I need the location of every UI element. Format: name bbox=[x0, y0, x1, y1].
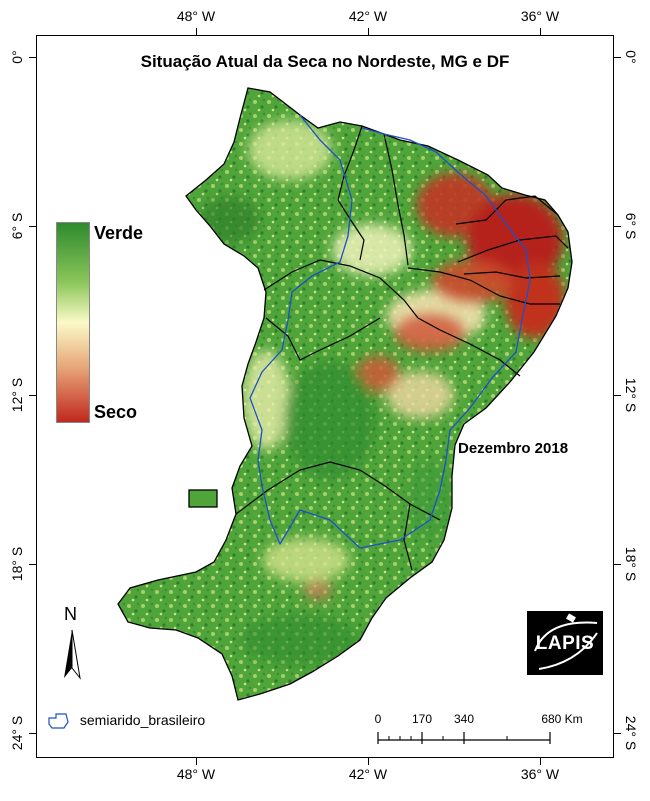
tick-left-0 bbox=[29, 57, 36, 58]
lon-label-bottom-42w: 42° W bbox=[348, 766, 388, 782]
semiarid-label: semiarido_brasileiro bbox=[79, 712, 206, 728]
scale-label-0: 0 bbox=[374, 712, 382, 726]
tick-bottom-36w bbox=[540, 758, 541, 765]
color-legend-bar bbox=[56, 222, 90, 423]
tick-left-6s bbox=[29, 226, 36, 227]
lon-label-top-48w: 48° W bbox=[176, 8, 216, 24]
map-frame bbox=[36, 35, 614, 758]
lon-label-top-42w: 42° W bbox=[348, 8, 388, 24]
semiarid-legend: semiarido_brasileiro bbox=[46, 712, 205, 730]
scale-label-340: 340 bbox=[453, 712, 475, 726]
scale-label-170: 170 bbox=[411, 712, 433, 726]
tick-right-18s bbox=[614, 564, 621, 565]
tick-right-6s bbox=[614, 226, 621, 227]
tick-left-12s bbox=[29, 395, 36, 396]
scale-bar: 0 170 340 680 Km bbox=[372, 712, 583, 752]
date-label: Dezembro 2018 bbox=[458, 440, 569, 457]
lon-label-top-36w: 36° W bbox=[520, 8, 560, 24]
tick-right-24s bbox=[614, 733, 621, 734]
scale-label-680: 680 Km bbox=[541, 712, 583, 726]
tick-top-36w bbox=[540, 28, 541, 35]
semiarid-swatch-icon bbox=[48, 713, 69, 729]
tick-top-42w bbox=[368, 28, 369, 35]
tick-bottom-42w bbox=[368, 758, 369, 765]
legend-label-verde: Verde bbox=[94, 223, 144, 243]
north-label: N bbox=[64, 604, 77, 624]
tick-bottom-48w bbox=[196, 758, 197, 765]
lapis-logo: LAPIS bbox=[527, 611, 603, 675]
north-arrow-icon: N bbox=[56, 604, 96, 684]
tick-right-12s bbox=[614, 395, 621, 396]
tick-left-24s bbox=[29, 733, 36, 734]
legend-label-seco: Seco bbox=[94, 402, 138, 422]
lon-label-bottom-36w: 36° W bbox=[520, 766, 560, 782]
logo-text: LAPIS bbox=[535, 633, 595, 654]
tick-top-48w bbox=[196, 28, 197, 35]
tick-right-0 bbox=[614, 57, 621, 58]
lon-label-bottom-48w: 48° W bbox=[176, 766, 216, 782]
tick-left-18s bbox=[29, 564, 36, 565]
map-title: Situação Atual da Seca no Nordeste, MG e… bbox=[140, 52, 510, 71]
